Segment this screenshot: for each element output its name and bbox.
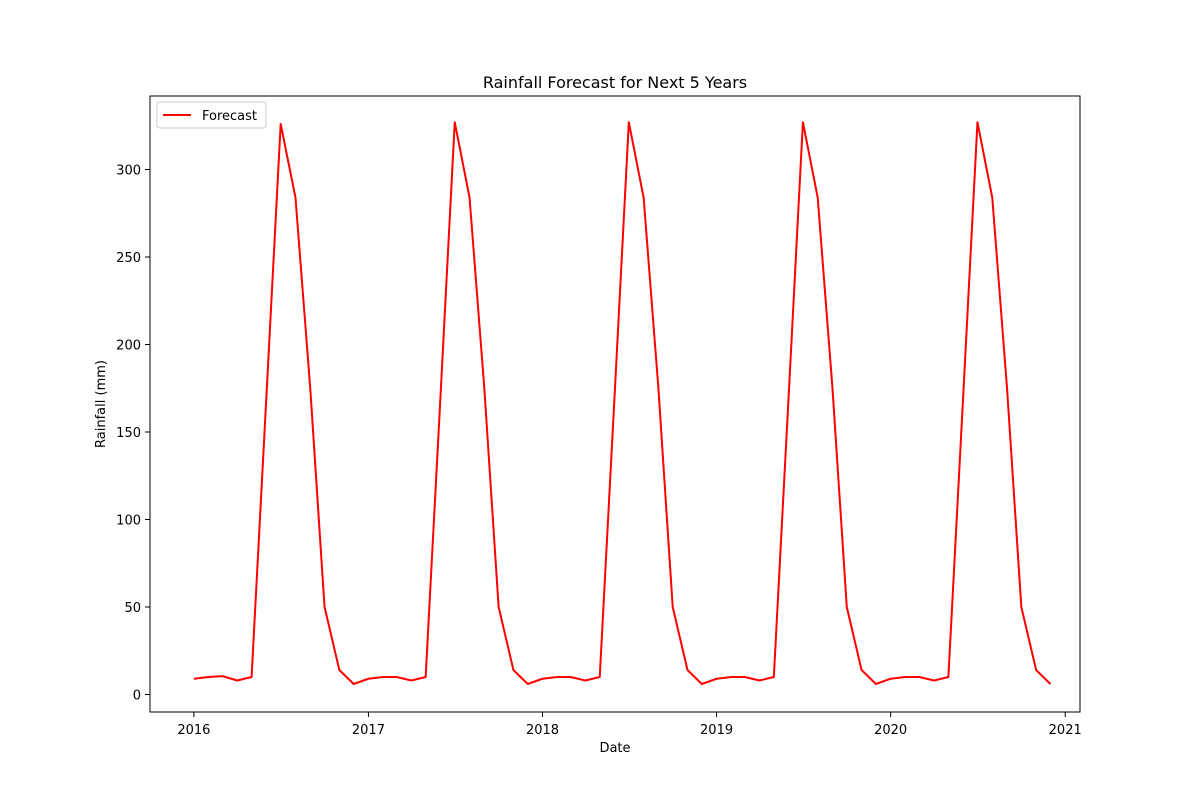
legend-label-forecast: Forecast <box>202 109 257 124</box>
y-tick-label-4: 200 <box>116 339 141 354</box>
legend: Forecast <box>156 101 267 129</box>
y-tick-label-2: 100 <box>116 514 141 529</box>
y-tick-label-0: 0 <box>133 689 141 704</box>
axes-frame <box>149 95 1081 713</box>
x-tick-label-5: 2021 <box>1049 723 1082 738</box>
x-tick-label-4: 2020 <box>874 723 907 738</box>
axes: 2016 2017 2018 2019 2020 2021 0 50 100 150 200 250 3… <box>116 95 1082 738</box>
plot-area <box>193 121 1052 685</box>
y-tick-label-1: 50 <box>124 601 141 616</box>
x-axis-label: Date <box>599 741 630 756</box>
series-line-0 <box>193 121 1052 685</box>
x-tick-label-0: 2016 <box>177 723 210 738</box>
y-axis-label: Rainfall (mm) <box>94 360 109 448</box>
x-tick-label-1: 2017 <box>352 723 385 738</box>
chart-title: Rainfall Forecast for Next 5 Years <box>483 73 747 92</box>
legend-box <box>156 101 267 129</box>
y-tick-label-6: 300 <box>116 164 141 179</box>
x-tick-label-2: 2018 <box>526 723 559 738</box>
x-tick-label-3: 2019 <box>700 723 733 738</box>
y-tick-label-3: 150 <box>116 426 141 441</box>
y-tick-label-5: 250 <box>116 251 141 266</box>
